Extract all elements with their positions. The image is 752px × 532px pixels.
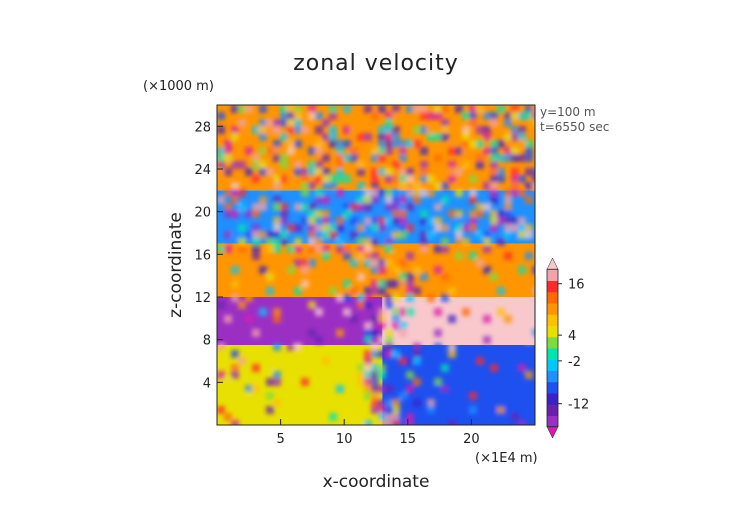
colorbar-segment <box>547 359 558 371</box>
x-axis-label: x-coordinate <box>323 472 430 492</box>
y-axis: 4 8 12 16 20 24 28 <box>194 120 223 391</box>
colorbar: 16 4 -2 -12 <box>546 257 589 439</box>
chart-title: zonal velocity <box>293 51 459 76</box>
annotation-t: t=6550 sec <box>540 120 609 134</box>
colorbar-segment <box>547 291 558 304</box>
y-tick-label: 8 <box>203 334 211 349</box>
colorbar-tick-label: -12 <box>568 398 589 413</box>
colorbar-segment <box>547 336 558 349</box>
colorbar-segment <box>547 381 558 394</box>
colorbar-tick-label: -2 <box>568 355 581 370</box>
colorbar-frame <box>546 268 559 428</box>
colorbar-segment <box>547 415 558 428</box>
annotation-y: y=100 m <box>540 105 596 119</box>
plot-frame <box>216 104 536 426</box>
colorbar-segment <box>547 404 558 416</box>
heatmap-field <box>217 105 535 425</box>
y-tick-label: 4 <box>203 376 211 391</box>
y-axis-label: z-coordinate <box>166 212 186 318</box>
colorbar-segment <box>547 314 558 326</box>
colorbar-segment <box>547 348 558 360</box>
heatmap-texture <box>217 105 535 425</box>
y-tick-label: 16 <box>194 248 211 263</box>
colorbar-segment <box>547 393 558 405</box>
x-tick-label: 20 <box>463 432 480 447</box>
y-tick-label: 20 <box>194 206 211 221</box>
colorbar-cap-top <box>546 257 559 270</box>
y-tick-label: 12 <box>194 291 211 306</box>
colorbar-segment <box>547 370 558 383</box>
colorbar-tick-label: 16 <box>568 278 585 293</box>
colorbar-segment <box>547 325 558 338</box>
y-tick-label: 28 <box>194 120 211 135</box>
x-axis: 5 10 15 20 <box>276 419 480 447</box>
y-tick-label: 24 <box>194 163 211 178</box>
x-tick-label: 10 <box>336 432 353 447</box>
x-unit-label: (×1E4 m) <box>475 451 538 466</box>
colorbar-cap-bottom <box>546 426 559 439</box>
colorbar-segment <box>547 280 558 293</box>
y-unit-label: (×1000 m) <box>143 79 214 94</box>
colorbar-segment <box>547 303 558 315</box>
x-tick-label: 5 <box>276 432 284 447</box>
colorbar-segment <box>547 269 558 281</box>
x-tick-label: 15 <box>400 432 417 447</box>
colorbar-tick-label: 4 <box>568 329 576 344</box>
